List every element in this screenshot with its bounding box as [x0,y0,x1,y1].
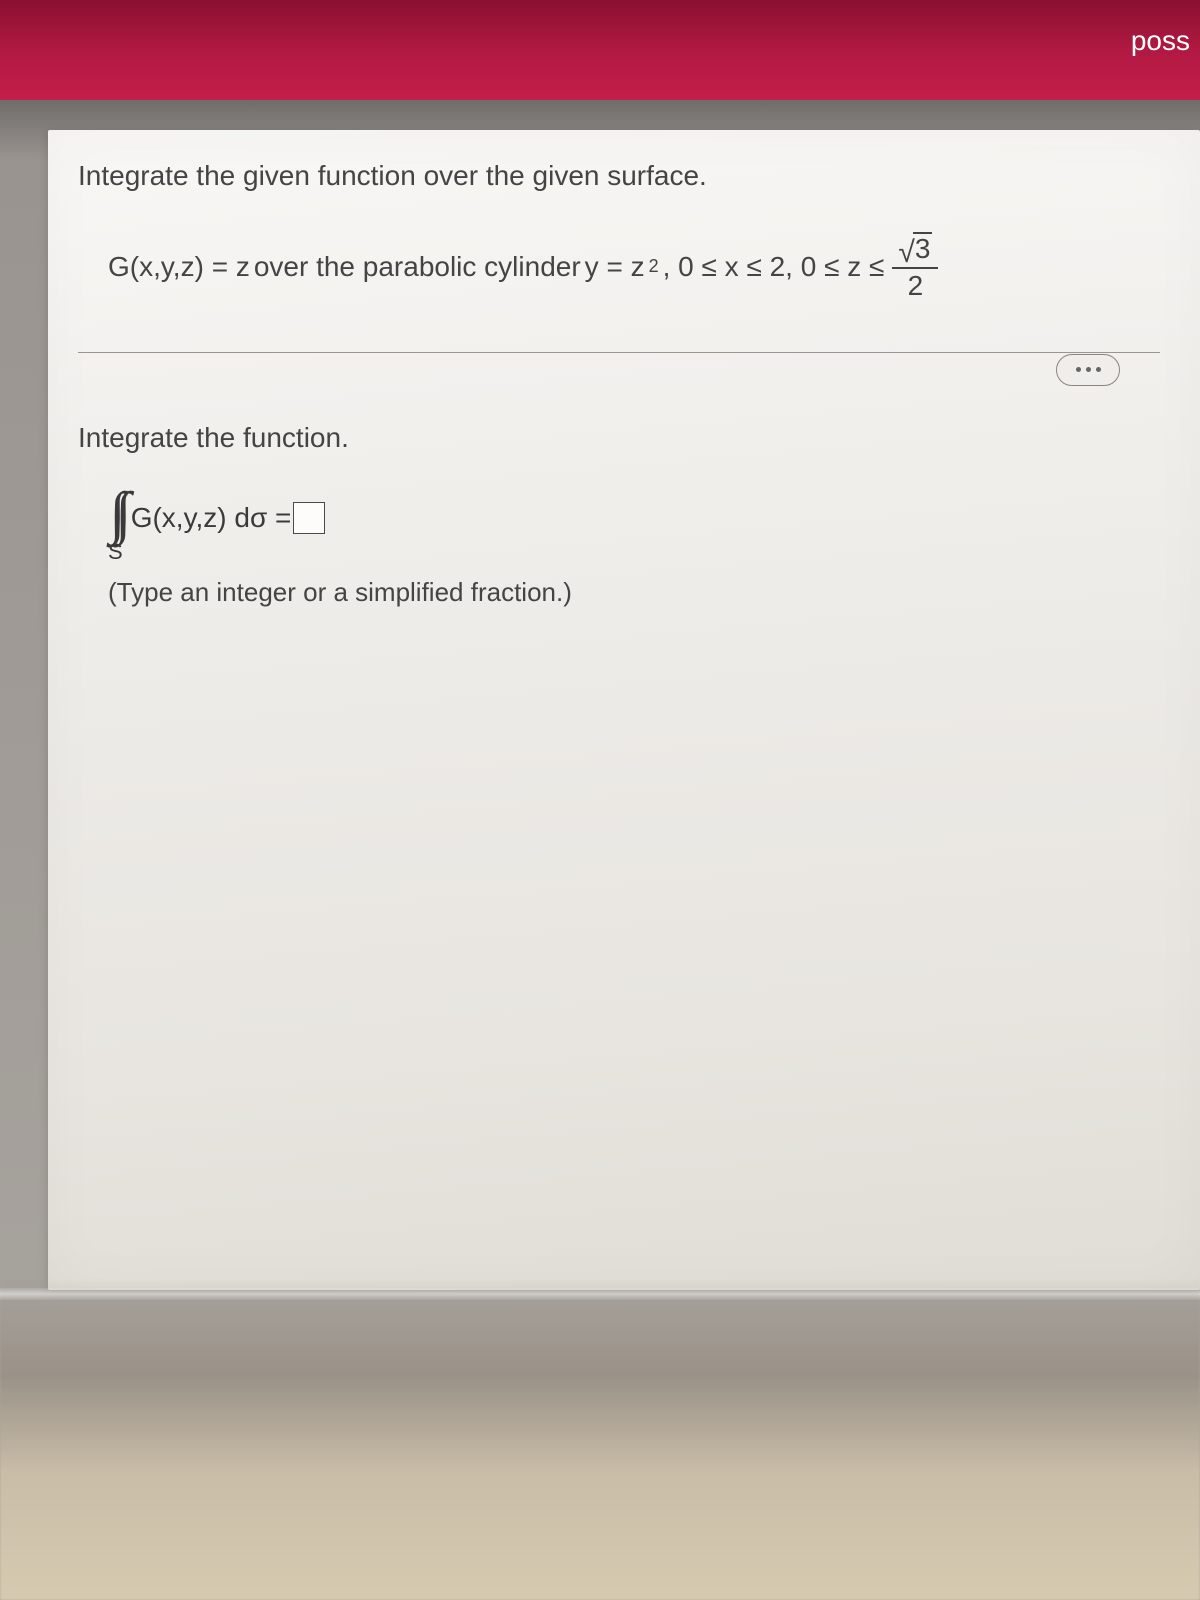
dot-icon [1076,367,1081,372]
answer-input[interactable] [293,502,325,534]
app-header: poss [0,0,1200,100]
fraction-denominator: 2 [908,269,924,302]
divider-row [78,352,1160,392]
integrand-text: G(x,y,z) dσ = [131,502,292,534]
question-subhead: Integrate the function. [78,422,1160,454]
surface-eq-prefix: y = z [585,251,645,283]
question-card: Integrate the given function over the gi… [48,130,1200,1290]
sqrt-symbol: √3 [898,232,932,265]
surface-exponent: 2 [649,256,659,277]
integral-region-label: S [108,539,123,565]
integral-symbol-group: ∫∫ S [108,488,123,565]
question-definition: G(x,y,z) = z over the parabolic cylinder… [108,232,1160,302]
function-label: G(x,y,z) = z [108,251,250,283]
question-instruction: Integrate the given function over the gi… [78,160,1160,192]
answer-hint: (Type an integer or a simplified fractio… [108,577,1160,608]
foreground-blur [0,1280,1200,1600]
dot-icon [1096,367,1101,372]
integral-expression: ∫∫ S G(x,y,z) dσ = [108,488,1160,565]
dot-icon [1086,367,1091,372]
double-integral-icon: ∫∫ [109,488,121,537]
header-partial-text: poss [1131,25,1190,57]
sqrt-radicand: 3 [913,232,933,265]
divider-line [78,352,1160,353]
over-text: over the parabolic cylinder [254,251,581,283]
more-options-button[interactable] [1056,354,1120,386]
bounds-text: , 0 ≤ x ≤ 2, 0 ≤ z ≤ [663,251,885,283]
upper-bound-fraction: √3 2 [892,232,938,302]
